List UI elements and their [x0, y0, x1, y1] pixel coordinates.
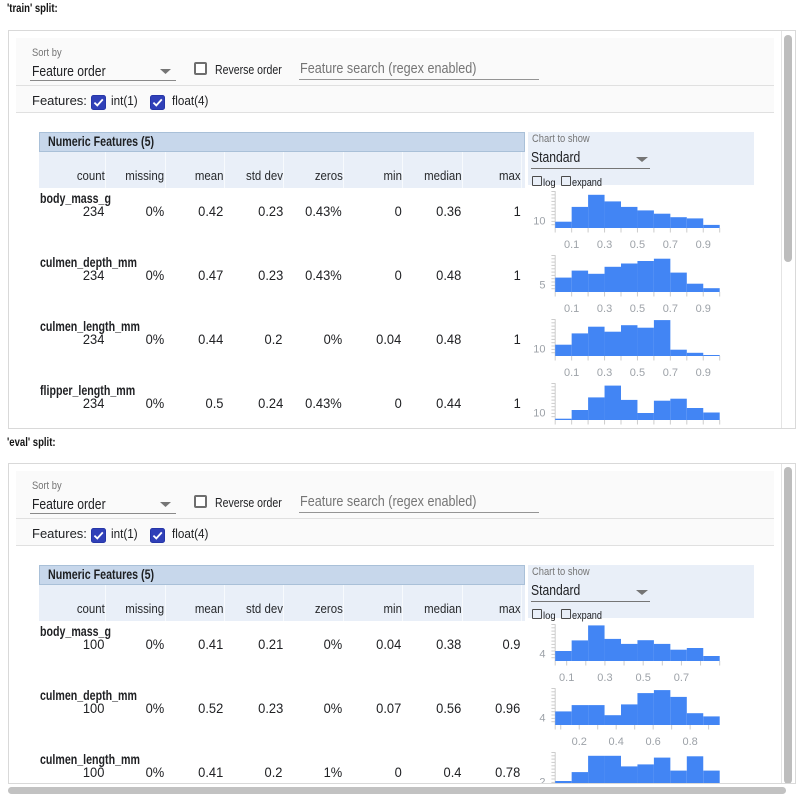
svg-text:0.1: 0.1	[564, 303, 579, 315]
svg-text:0.8: 0.8	[682, 736, 697, 748]
svg-text:0.7: 0.7	[663, 239, 678, 251]
svg-text:2: 2	[539, 776, 545, 783]
svg-text:0.9: 0.9	[696, 367, 711, 379]
svg-text:0.3: 0.3	[597, 367, 612, 379]
svg-text:0.5: 0.5	[630, 239, 645, 251]
svg-text:0.1: 0.1	[564, 367, 579, 379]
svg-text:0.9: 0.9	[696, 303, 711, 315]
svg-text:0.1: 0.1	[564, 239, 579, 251]
svg-text:0.7: 0.7	[663, 303, 678, 315]
svg-text:0.7: 0.7	[663, 367, 678, 379]
svg-text:0.5: 0.5	[636, 672, 651, 684]
svg-text:10: 10	[533, 215, 545, 227]
svg-text:10: 10	[533, 407, 545, 419]
svg-text:0.7: 0.7	[674, 672, 689, 684]
svg-text:0.3: 0.3	[597, 303, 612, 315]
svg-text:0.5: 0.5	[630, 303, 645, 315]
svg-text:10: 10	[533, 343, 545, 355]
svg-text:0.1: 0.1	[559, 672, 574, 684]
svg-text:0.3: 0.3	[597, 239, 612, 251]
svg-text:4: 4	[539, 648, 545, 660]
svg-text:0.9: 0.9	[696, 239, 711, 251]
svg-text:0.5: 0.5	[630, 367, 645, 379]
svg-text:0.4: 0.4	[609, 736, 624, 748]
svg-text:4: 4	[539, 712, 545, 724]
svg-text:0.3: 0.3	[597, 672, 612, 684]
svg-text:0.2: 0.2	[572, 736, 587, 748]
svg-text:0.6: 0.6	[646, 736, 661, 748]
svg-text:5: 5	[539, 279, 545, 291]
